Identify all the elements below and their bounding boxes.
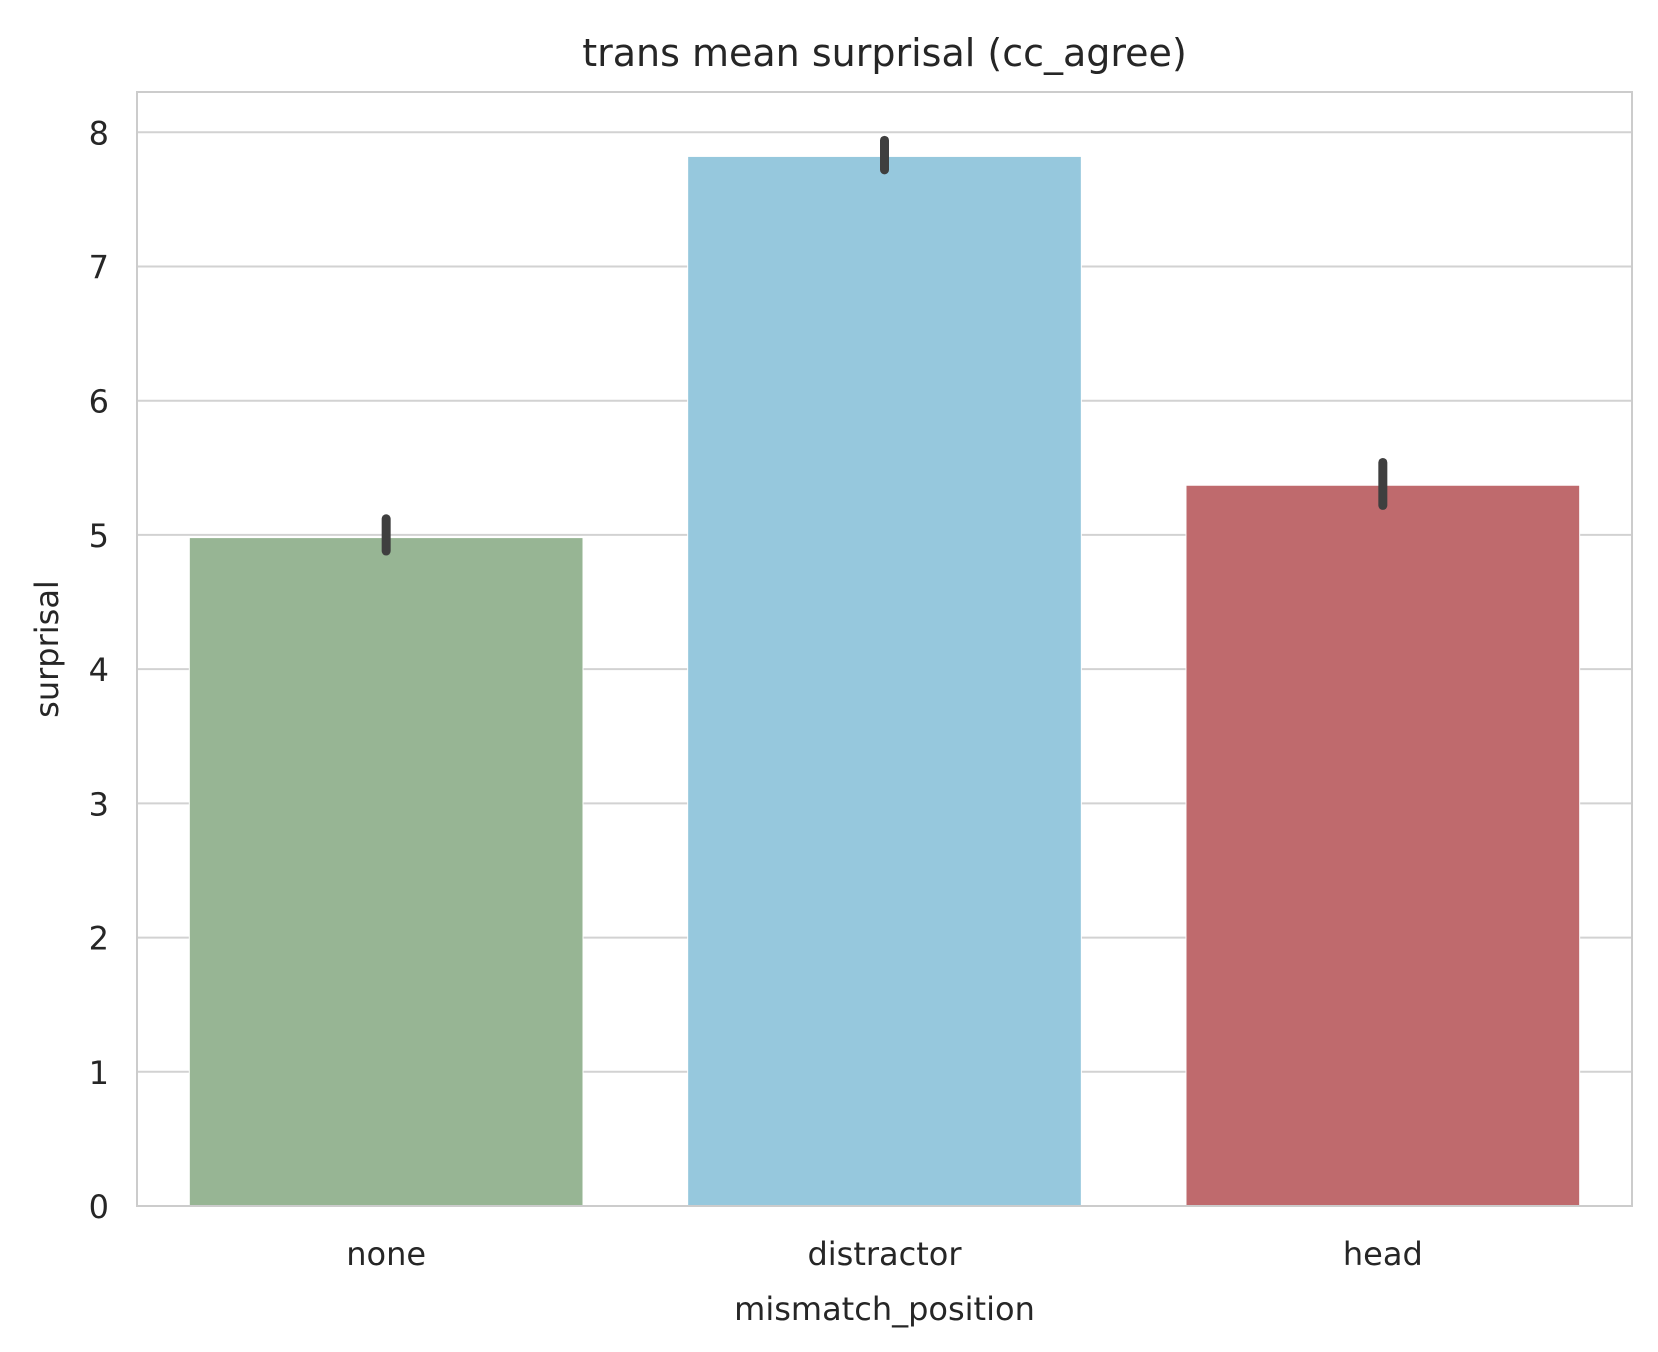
y-tick-label-2: 2 <box>89 920 109 958</box>
y-axis-label: surprisal <box>28 580 66 718</box>
y-tick-label-4: 4 <box>89 651 109 689</box>
x-tick-label-none: none <box>346 1235 426 1273</box>
y-tick-label-3: 3 <box>89 785 109 823</box>
y-tick-label-7: 7 <box>89 248 109 286</box>
x-tick-labels: none distractor head <box>346 1235 1423 1273</box>
x-axis-label: mismatch_position <box>734 1290 1035 1328</box>
y-tick-labels: 0 1 2 3 4 5 6 7 8 <box>89 114 109 1226</box>
y-tick-label-0: 0 <box>89 1188 109 1226</box>
plot-frame <box>136 91 1633 1207</box>
y-tick-label-6: 6 <box>89 383 109 421</box>
bar-head <box>1185 484 1581 1207</box>
x-tick-label-head: head <box>1343 1235 1423 1273</box>
y-tick-label-5: 5 <box>89 517 109 555</box>
x-tick-label-distractor: distractor <box>807 1235 962 1273</box>
chart-title: trans mean surprisal (cc_agree) <box>582 31 1187 75</box>
bar-none <box>188 537 584 1207</box>
y-tick-label-1: 1 <box>89 1054 109 1092</box>
error-bars <box>381 135 1388 556</box>
bars <box>188 155 1581 1207</box>
bar-distractor <box>687 155 1082 1207</box>
y-tick-label-8: 8 <box>89 114 109 152</box>
